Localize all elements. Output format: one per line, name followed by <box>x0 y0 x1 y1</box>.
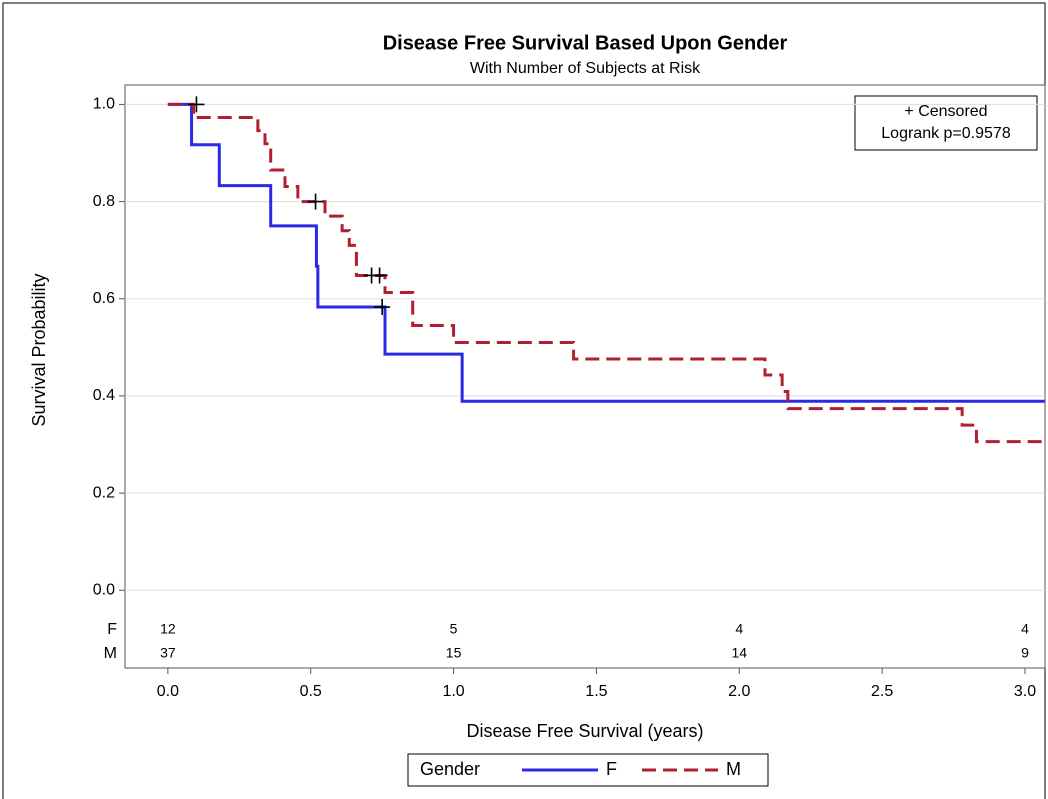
censor-mark <box>371 267 388 284</box>
at-risk-count: 4 <box>1021 621 1029 637</box>
y-tick-label: 0.2 <box>93 484 115 501</box>
y-tick-label: 0.0 <box>93 581 115 598</box>
inset-box <box>854 95 1038 151</box>
inset-logrank: Logrank p=0.9578 <box>881 125 1011 142</box>
legend-title: Gender <box>420 759 480 779</box>
chart-subtitle: With Number of Subjects at Risk <box>470 60 701 77</box>
y-tick-label: 0.6 <box>93 290 115 307</box>
censor-mark <box>374 299 391 316</box>
censor-mark <box>307 193 324 210</box>
at-risk-count: 5 <box>450 621 458 637</box>
survival-line <box>167 102 1045 403</box>
chart-title: Disease Free Survival Based Upon Gender <box>383 32 788 54</box>
x-tick-label: 2.5 <box>871 683 893 700</box>
legend-label: F <box>606 759 617 779</box>
at-risk-count: 37 <box>160 645 176 661</box>
at-risk-label: F <box>107 621 117 638</box>
y-tick-label: 1.0 <box>93 96 115 113</box>
at-risk-count: 12 <box>160 621 176 637</box>
x-tick-label: 0.5 <box>300 683 322 700</box>
censor-mark <box>188 96 205 113</box>
inset-censored: + Censored <box>904 103 987 120</box>
x-tick-label: 1.0 <box>442 683 464 700</box>
x-tick-label: 2.0 <box>728 683 750 700</box>
at-risk-label: M <box>104 645 117 662</box>
y-tick-label: 0.4 <box>93 387 115 404</box>
at-risk-count: 4 <box>735 621 743 637</box>
x-axis-label: Disease Free Survival (years) <box>466 721 703 741</box>
x-tick-label: 1.5 <box>585 683 607 700</box>
at-risk-count: 15 <box>446 645 462 661</box>
plot-frame <box>124 84 1046 669</box>
survival-line <box>167 102 1045 444</box>
legend-label: M <box>726 759 741 779</box>
at-risk-count: 14 <box>731 645 747 661</box>
x-tick-label: 3.0 <box>1014 683 1036 700</box>
x-tick-label: 0.0 <box>157 683 179 700</box>
at-risk-count: 9 <box>1021 645 1029 661</box>
y-axis-label: Survival Probability <box>29 273 49 426</box>
y-tick-label: 0.8 <box>93 193 115 210</box>
